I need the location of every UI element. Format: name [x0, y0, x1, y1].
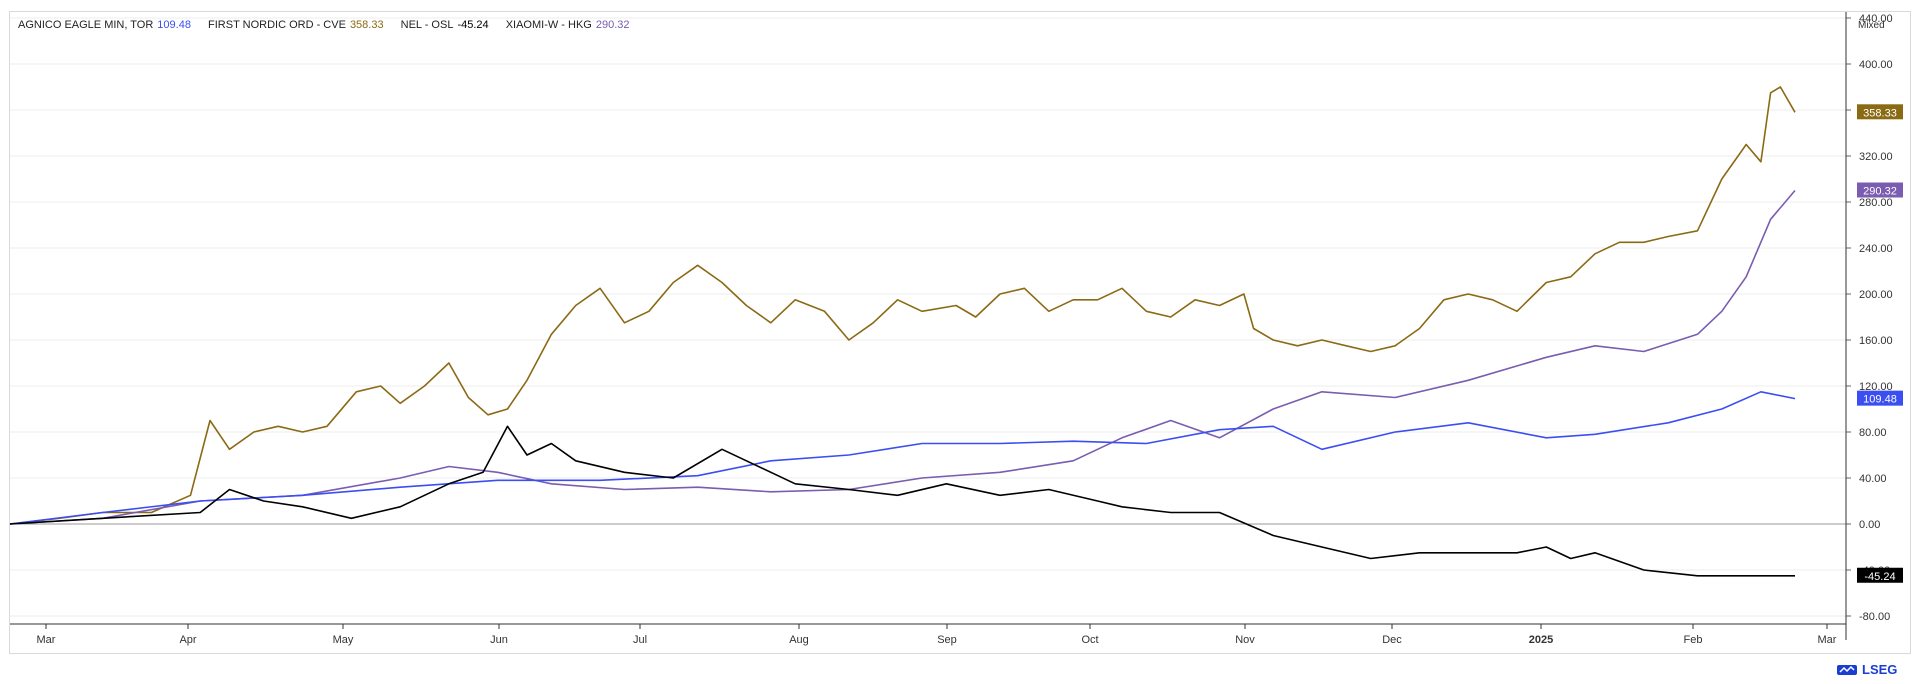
x-tick-label: Mar — [1818, 634, 1837, 646]
brand-logo: LSEG — [1836, 662, 1897, 677]
legend-value: 290.32 — [595, 19, 630, 31]
legend-item-xiaomi[interactable]: XIAOMI-W - HKG 290.32 — [506, 19, 630, 31]
last-value-badge — [1857, 182, 1903, 198]
x-tick-label: May — [333, 634, 354, 646]
last-value-label: 109.48 — [1863, 394, 1897, 406]
series-line-3[interactable] — [9, 425, 1795, 577]
brand-text: LSEG — [1862, 662, 1898, 677]
legend-name: NEL - OSL — [400, 19, 454, 31]
last-value-label: -45.24 — [1864, 571, 1895, 583]
y-tick-label: 240.00 — [1859, 243, 1893, 255]
y-tick-label: 400.00 — [1859, 59, 1893, 71]
y-tick-label: 120.00 — [1859, 381, 1893, 393]
legend-name: XIAOMI-W - HKG — [505, 19, 592, 31]
x-tick-label: Mar — [37, 634, 56, 646]
legend-item-nel[interactable]: NEL - OSL -45.24 — [401, 19, 492, 31]
x-tick-label: Jul — [633, 634, 647, 646]
legend-item-first-nordic[interactable]: FIRST NORDIC ORD - CVE 358.33 — [208, 19, 387, 31]
legend-item-agnico[interactable]: AGNICO EAGLE MIN, TOR 109.48 — [18, 19, 194, 31]
last-value-badge — [1857, 104, 1903, 120]
chart-frame — [9, 11, 1911, 654]
last-value-label: 358.33 — [1863, 107, 1897, 119]
x-tick-label: Nov — [1235, 634, 1255, 646]
y-tick-label: 440.00 — [1859, 13, 1893, 25]
y-tick-label: -80.00 — [1859, 611, 1890, 623]
x-tick-label: Dec — [1382, 634, 1402, 646]
last-value-label: 290.32 — [1863, 186, 1897, 198]
scale-mode-button[interactable]: Mixed — [1858, 20, 1885, 31]
x-tick-label: 2025 — [1529, 634, 1553, 646]
y-tick-label: 0.00 — [1859, 519, 1880, 531]
legend: AGNICO EAGLE MIN, TOR 109.48 FIRST NORDIC… — [18, 19, 644, 31]
legend-name: FIRST NORDIC ORD - CVE — [208, 19, 346, 31]
legend-value: 358.33 — [349, 19, 384, 31]
lseg-mark-icon — [1837, 664, 1857, 675]
series-line-2[interactable] — [9, 390, 1796, 525]
x-tick-label: Aug — [789, 634, 809, 646]
y-tick-label: 40.00 — [1859, 473, 1887, 485]
y-tick-label: 280.00 — [1859, 197, 1893, 209]
y-tick-label: 320.00 — [1859, 151, 1893, 163]
legend-value: 109.48 — [157, 19, 191, 31]
x-tick-label: Apr — [179, 634, 196, 646]
y-tick-label: 200.00 — [1859, 289, 1893, 301]
last-value-badge — [1857, 567, 1903, 583]
y-tick-label: 160.00 — [1859, 335, 1893, 347]
y-tick-label: 80.00 — [1859, 427, 1887, 439]
legend-name: AGNICO EAGLE MIN, TOR — [18, 19, 154, 31]
last-value-badge — [1857, 390, 1903, 406]
x-tick-label: Oct — [1081, 634, 1098, 646]
x-tick-label: Sep — [937, 634, 957, 646]
x-tick-label: Feb — [1684, 634, 1703, 646]
x-tick-label: Jun — [490, 634, 508, 646]
series-line-0[interactable] — [9, 86, 1796, 525]
legend-value: -45.24 — [457, 19, 489, 31]
series-line-1[interactable] — [9, 189, 1796, 525]
